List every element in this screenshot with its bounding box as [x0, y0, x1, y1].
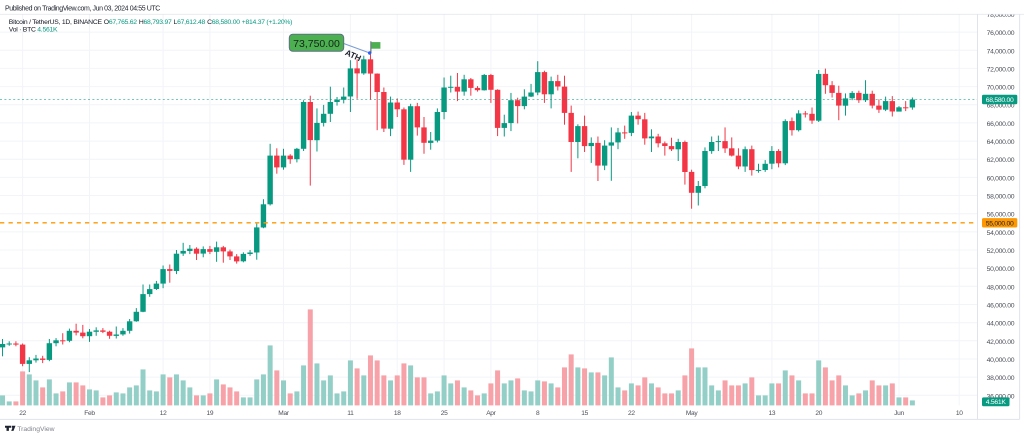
svg-text:Jun: Jun	[894, 410, 904, 417]
svg-text:60,000.00: 60,000.00	[987, 175, 1015, 182]
svg-text:44,000.00: 44,000.00	[987, 321, 1015, 328]
svg-text:50,000.00: 50,000.00	[987, 266, 1015, 273]
svg-text:11: 11	[347, 410, 354, 417]
svg-text:64,000.00: 64,000.00	[987, 139, 1015, 146]
svg-text:36,000.00: 36,000.00	[987, 393, 1015, 400]
svg-text:18: 18	[394, 410, 401, 417]
svg-text:58,000.00: 58,000.00	[987, 194, 1015, 201]
svg-text:68,580.00: 68,580.00	[986, 97, 1014, 104]
svg-text:13: 13	[769, 410, 776, 417]
svg-text:66,000.00: 66,000.00	[987, 121, 1015, 128]
svg-text:78,000.00: 78,000.00	[987, 12, 1015, 19]
svg-text:22: 22	[19, 410, 26, 417]
svg-text:Feb: Feb	[84, 410, 95, 417]
svg-text:62,000.00: 62,000.00	[987, 157, 1015, 164]
svg-text:10: 10	[956, 410, 963, 417]
svg-text:56,000.00: 56,000.00	[987, 212, 1015, 219]
svg-text:15: 15	[581, 410, 588, 417]
svg-text:54,000.00: 54,000.00	[987, 230, 1015, 237]
svg-text:52,000.00: 52,000.00	[987, 248, 1015, 255]
svg-text:46,000.00: 46,000.00	[987, 303, 1015, 310]
svg-text:Vol · BTC 4.561K: Vol · BTC 4.561K	[9, 27, 58, 34]
svg-text:TradingView: TradingView	[17, 426, 54, 433]
svg-text:20: 20	[815, 410, 822, 417]
svg-text:Apr: Apr	[486, 410, 496, 417]
svg-text:19: 19	[207, 410, 214, 417]
svg-text:8: 8	[536, 410, 540, 417]
svg-text:73,750.00: 73,750.00	[293, 38, 340, 50]
svg-text:4.561K: 4.561K	[986, 399, 1007, 406]
svg-text:76,000.00: 76,000.00	[987, 30, 1015, 37]
svg-text:42,000.00: 42,000.00	[987, 339, 1015, 346]
svg-text:May: May	[686, 410, 699, 417]
svg-text:Bitcoin / TetherUS, 1D, BINANC: Bitcoin / TetherUS, 1D, BINANCE O67,765.…	[9, 19, 292, 26]
svg-text:22: 22	[628, 410, 635, 417]
svg-text:55,000.00: 55,000.00	[986, 220, 1014, 227]
svg-text:68,000.00: 68,000.00	[987, 103, 1015, 110]
svg-text:Published on TradingView.com,: Published on TradingView.com, Jun 03, 20…	[5, 5, 160, 12]
svg-text:72,000.00: 72,000.00	[987, 66, 1015, 73]
svg-text:25: 25	[441, 410, 448, 417]
svg-text:38,000.00: 38,000.00	[987, 375, 1015, 382]
svg-text:Mar: Mar	[278, 410, 290, 417]
svg-text:74,000.00: 74,000.00	[987, 48, 1015, 55]
svg-text:70,000.00: 70,000.00	[987, 85, 1015, 92]
svg-text:40,000.00: 40,000.00	[987, 357, 1015, 364]
svg-text:12: 12	[160, 410, 167, 417]
svg-text:48,000.00: 48,000.00	[987, 284, 1015, 291]
